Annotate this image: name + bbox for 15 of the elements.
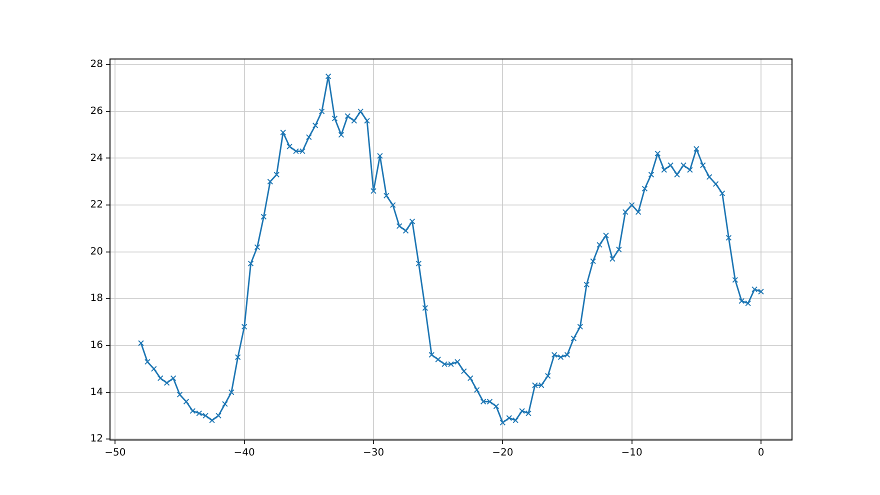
y-tick-label: 22 <box>90 200 103 211</box>
y-tick-label: 26 <box>90 106 103 118</box>
y-tick-label: 14 <box>90 386 103 398</box>
y-tick-label: 12 <box>90 434 103 445</box>
y-tick-label: 24 <box>90 152 103 164</box>
x-tick-label: −20 <box>492 448 514 459</box>
x-tick-label: −10 <box>621 448 642 459</box>
x-tick-label: −40 <box>234 448 255 459</box>
x-tick-label: −30 <box>362 448 384 459</box>
y-tick-label: 16 <box>90 340 103 352</box>
x-tick-label: 0 <box>758 448 764 459</box>
y-tick-label: 28 <box>90 59 103 70</box>
y-tick-label: 20 <box>90 246 103 258</box>
x-tick-label: −50 <box>104 448 126 459</box>
y-tick-label: 18 <box>90 293 103 304</box>
